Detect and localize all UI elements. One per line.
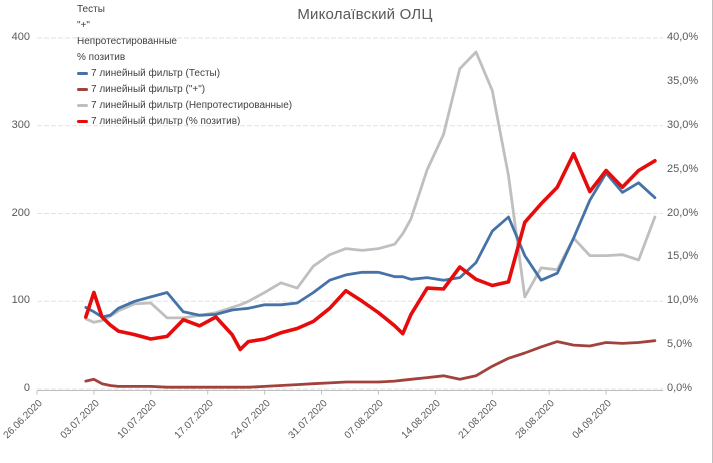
right-axis-tick-label: 40,0% <box>667 31 699 43</box>
legend-item-tests: Тесты <box>77 1 292 17</box>
legend-swatch-gray-line <box>77 103 88 107</box>
legend-label: 7 линейный фильтр (% позитив) <box>91 115 241 127</box>
legend-item-pct-positive: % позитив <box>77 49 292 65</box>
left-axis-tick-label: 400 <box>11 31 30 43</box>
series-line-pct-positive-ma <box>84 152 657 352</box>
right-axis-tick-label: 30,0% <box>667 118 699 131</box>
legend-swatch-blue-line <box>77 71 88 75</box>
right-axis-tick-label: 15,0% <box>667 250 699 263</box>
legend-label: 7 линейный фильтр (Тесты) <box>91 67 221 79</box>
legend-label: Непротестированные <box>77 35 177 47</box>
legend-item-ma-untested: 7 линейный фильтр (Непротестированные) <box>77 97 292 113</box>
series-line-plus-ma <box>84 339 657 389</box>
right-axis-tick-label: 10,0% <box>667 294 699 307</box>
legend-item-plus: "+" <box>77 17 292 33</box>
legend-swatch-maroon-line <box>77 87 88 91</box>
legend-item-ma-tests: 7 линейный фильтр (Тесты) <box>77 65 292 81</box>
right-axis-tick-label: 20,0% <box>667 206 699 219</box>
legend-label: "+" <box>77 19 90 31</box>
legend-label: 7 линейный фильтр ("+") <box>91 83 206 95</box>
legend-swatch-red-line <box>77 119 88 123</box>
left-axis-tick-label: 0 <box>23 382 30 394</box>
legend-label: 7 линейный фильтр (Непротестированные) <box>91 99 293 111</box>
left-axis-tick-label: 200 <box>11 206 30 219</box>
series-line-tests-ma <box>84 171 657 319</box>
right-axis-tick-label: 0,0% <box>667 382 693 394</box>
right-axis-tick-label: 35,0% <box>667 74 699 87</box>
right-axis-tick-label: 5,0% <box>667 338 693 351</box>
chart-legend: Тесты "+" Непротестированные % позитив 7… <box>77 1 292 129</box>
right-axis-tick-label: 25,0% <box>667 162 699 175</box>
legend-item-untested: Непротестированные <box>77 33 292 49</box>
legend-label: % позитив <box>77 51 126 63</box>
left-axis-tick-label: 100 <box>11 294 30 307</box>
left-axis-tick-label: 300 <box>11 118 30 131</box>
chart-title: Миколаївский ОЛЦ <box>297 6 433 23</box>
legend-item-ma-pct-positive: 7 линейный фильтр (% позитив) <box>77 113 292 129</box>
legend-label: Тесты <box>77 3 105 15</box>
series-line-untested-ma <box>84 50 657 324</box>
legend-item-ma-plus: 7 линейный фильтр ("+") <box>77 81 292 97</box>
